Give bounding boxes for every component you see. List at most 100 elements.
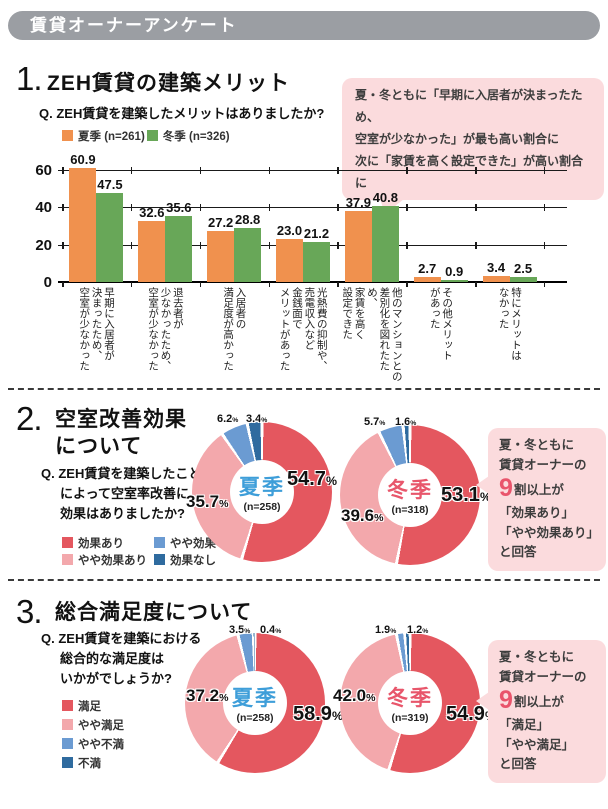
category-label-wrap: 入居者の 満足度が高かった xyxy=(200,287,269,391)
donut-hole: 冬季 (n=319) xyxy=(378,671,442,735)
callout-tail xyxy=(476,692,489,710)
percent-label: 0.4% xyxy=(260,624,282,636)
bar-value-label: 60.9 xyxy=(70,152,96,168)
gridline-tick xyxy=(475,241,477,249)
y-axis-label: 40 xyxy=(35,199,52,216)
legend-label: やや不満 xyxy=(78,738,124,751)
legend-item: やや満足 xyxy=(62,715,124,734)
gridline-tick xyxy=(268,241,271,249)
gridline-tick xyxy=(475,282,477,287)
bar: 2.7 xyxy=(413,261,441,282)
y-axis-label: 20 xyxy=(35,237,52,254)
bar-group: 60.9 47.5 早期に入居者が 決まったため、 空室が少なかった xyxy=(62,152,131,392)
dashed-separator xyxy=(8,579,600,581)
gridline-tick xyxy=(130,167,133,174)
question-line: Q. ZEH賃貸を建築における xyxy=(41,631,202,646)
callout-text-line: 「やや効果あり」 xyxy=(499,525,600,540)
legend-color-swatch xyxy=(62,738,73,749)
bar-group: 32.6 35.6 退去者が 少なかったため、 空室が少なかった xyxy=(131,170,200,392)
page-title-banner: 賃貸オーナーアンケート xyxy=(8,11,600,40)
gridline-tick xyxy=(268,282,271,287)
bar: 27.2 xyxy=(207,215,235,282)
gridline-tick xyxy=(406,241,408,249)
bar-value-label: 2.5 xyxy=(514,261,533,277)
bar-pair: 32.6 35.6 xyxy=(138,170,193,282)
gridline-tick xyxy=(130,204,133,212)
season-label: 冬季 xyxy=(387,479,433,502)
gridline-tick xyxy=(62,204,64,212)
category-label: 入居者の 満足度が高かった xyxy=(222,287,247,371)
dashed-separator xyxy=(8,388,600,390)
sample-size-label: (n=318) xyxy=(391,504,429,516)
callout-highlight-line: 9割以上が xyxy=(499,686,564,714)
category-label-wrap: 光熱費の抑制や、 売電収入など 金銭面で メリットがあった xyxy=(269,287,338,391)
category-label: 退去者が 少なかったため、 空室が少なかった xyxy=(147,287,184,371)
gridline-tick xyxy=(543,167,546,174)
title-line: 空室改善効果 xyxy=(55,408,187,431)
bar-pair: 23.0 21.2 xyxy=(276,170,330,282)
gridline-tick xyxy=(199,167,202,174)
gridline-tick xyxy=(62,282,64,287)
y-axis-label: 60 xyxy=(35,162,52,179)
gridline-tick xyxy=(130,241,133,249)
percent-label: 1.9% xyxy=(375,624,397,636)
question-line: 総合的な満足度は xyxy=(60,651,165,666)
bar-value-label: 27.2 xyxy=(207,215,234,231)
bar: 35.6 xyxy=(165,200,193,282)
callout-text-line: 空室が少なかった」が最も高い割合に xyxy=(355,132,560,146)
legend-color-swatch xyxy=(62,700,73,711)
callout-text-line: 夏・冬ともに「早期に入居者が決まったため、 xyxy=(355,88,583,124)
section2-number: 2. xyxy=(16,400,43,437)
season-label: 夏季 xyxy=(239,476,285,499)
legend-item: 効果あり xyxy=(62,534,154,551)
legend-item: 効果なし xyxy=(154,551,239,568)
gridline-tick xyxy=(543,204,546,212)
callout-text-line: と回答 xyxy=(499,545,537,559)
merit-bar-chart: 0 20 40 60 60.9 47.5 早期に入居者が 決まったため、 空室が少な… xyxy=(0,152,608,392)
legend-color-swatch xyxy=(62,554,73,565)
bar-value-label: 3.4 xyxy=(487,259,506,275)
bar-value-label: 37.9 xyxy=(345,195,372,211)
bar-group: 37.9 40.8 他のマンションとの 差別化を図れたため、 家賃を高く 設定できた xyxy=(337,170,406,392)
callout-text-line: 賃貸オーナーの xyxy=(499,669,587,684)
gridline-tick xyxy=(406,167,408,174)
callout-text-line: 賃貸オーナーの xyxy=(499,457,587,472)
season-label: 冬季 xyxy=(387,687,433,710)
satisfaction-summer-donut: 夏季 (n=258) 58.9% 37.2% 3.5% 0.4% xyxy=(185,624,343,773)
gridline-tick xyxy=(337,204,339,212)
legend-color-swatch xyxy=(154,537,165,548)
gridline-tick xyxy=(337,167,339,174)
category-label-wrap: 早期に入居者が 決まったため、 空室が少なかった xyxy=(62,287,131,391)
bar-value-label: 35.6 xyxy=(166,199,192,215)
bar-group: 27.2 28.8 入居者の 満足度が高かった xyxy=(200,170,269,392)
vacancy-callout: 夏・冬ともに 賃貸オーナーの 9割以上が 「効果あり」 「やや効果あり」 と回答 xyxy=(476,428,606,571)
vacancy-winter-donut: 冬季 (n=318) 53.1% 39.6% 5.7% 1.6% xyxy=(340,416,491,565)
bar-pair: 2.7 0.9 xyxy=(413,170,468,282)
percent-label: 39.6% xyxy=(341,506,384,525)
category-label-wrap: その他メリット があった xyxy=(406,287,475,391)
gridline-tick xyxy=(406,282,408,287)
category-label-wrap: 他のマンションとの 差別化を図れたため、 家賃を高く 設定できた xyxy=(337,287,406,391)
gridline-tick xyxy=(337,241,339,249)
legend-color-swatch xyxy=(62,537,73,548)
bar-group: 3.4 2.5 特にメリットは なかった xyxy=(475,170,544,392)
season-label: 夏季 xyxy=(232,687,278,710)
bar-value-label: 32.6 xyxy=(139,205,165,221)
section1-question: Q. ZEH賃貸を建築したメリットはありましたか? xyxy=(39,106,325,121)
percent-label: 5.7% xyxy=(364,416,386,428)
legend-label: 効果なし xyxy=(170,554,216,567)
section3-title: 総合満足度について xyxy=(55,601,253,624)
satisfaction-callout: 夏・冬ともに 賃貸オーナーの 9割以上が 「満足」 「やや満足」 と回答 xyxy=(476,640,606,783)
question-line: 効果はありましたか? xyxy=(60,506,185,521)
sample-size-label: (n=258) xyxy=(236,712,274,724)
legend-label: やや効果あり xyxy=(78,554,147,567)
bar: 3.4 xyxy=(482,260,510,282)
legend-color-swatch xyxy=(154,554,165,565)
percent-label: 58.9% xyxy=(293,703,343,725)
bar: 0.9 xyxy=(440,264,468,282)
y-axis-label: 0 xyxy=(43,274,52,291)
gridline-tick xyxy=(475,204,477,212)
percent-label: 54.7% xyxy=(287,468,337,490)
gridline-tick xyxy=(543,282,546,287)
category-label: 光熱費の抑制や、 売電収入など 金銭面で メリットがあった xyxy=(278,287,328,371)
